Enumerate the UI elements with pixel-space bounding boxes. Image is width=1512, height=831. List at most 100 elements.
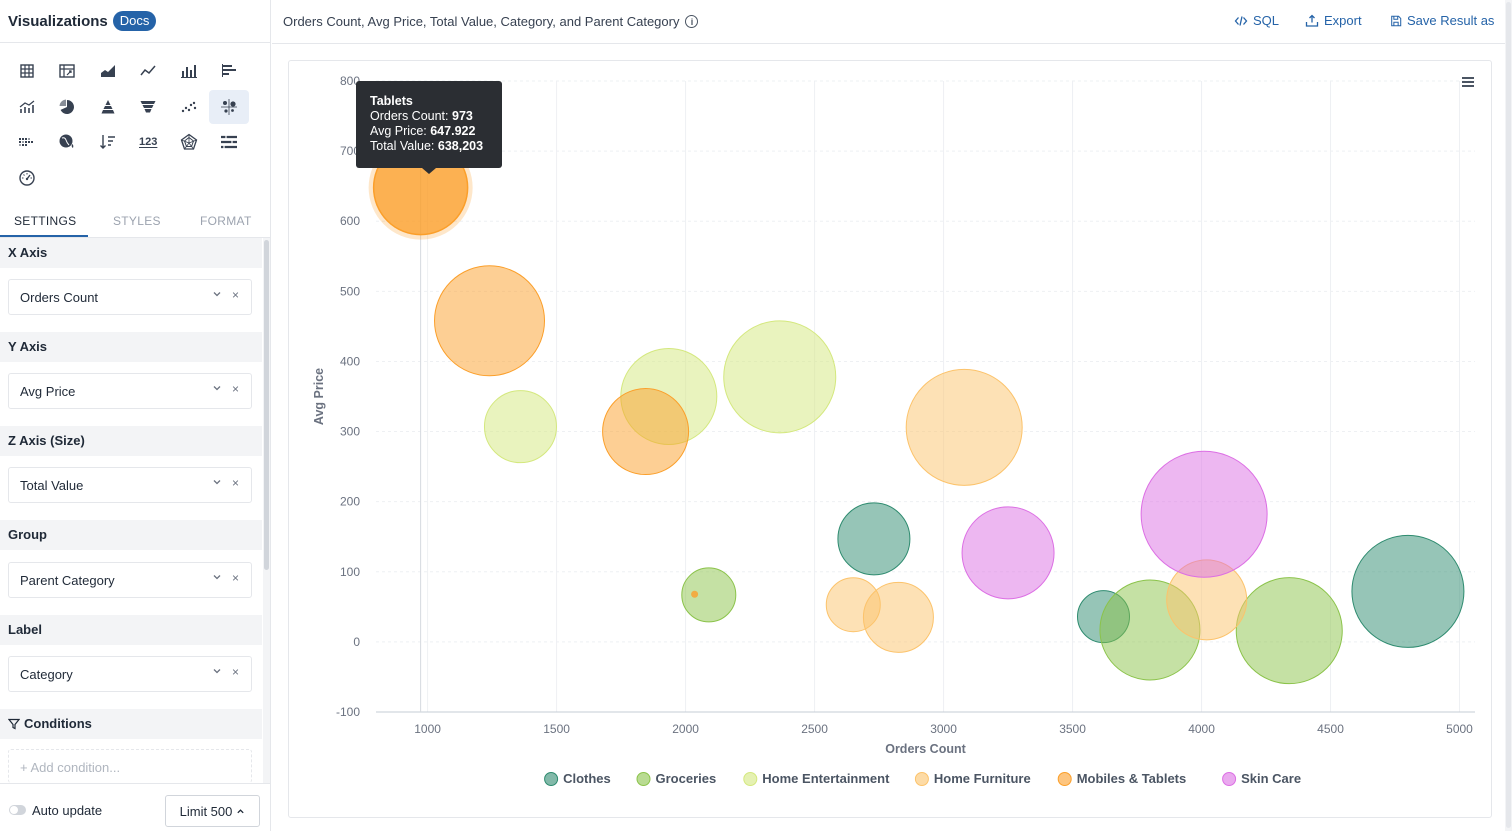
bubble-chart[interactable]: -100 0 100 200 300 400 500 600 700 800 1000 1500 200… (289, 61, 1493, 819)
legend-item[interactable]: Groceries (656, 771, 717, 786)
y-tick-label: 500 (340, 284, 360, 298)
x-tick-label: 2500 (801, 722, 828, 736)
y-axis-select[interactable]: Avg Price × (8, 373, 252, 409)
y-tick-label: 700 (340, 144, 360, 158)
panel-footer: Auto update Limit 500 (0, 783, 270, 831)
chevron-down-icon[interactable] (212, 572, 222, 582)
clear-icon[interactable]: × (232, 288, 240, 302)
docs-link[interactable]: Docs (112, 11, 157, 31)
sql-label: SQL (1253, 13, 1280, 28)
group-select[interactable]: Parent Category × (8, 562, 252, 598)
settings-scrollbar-thumb[interactable] (264, 240, 269, 570)
clear-icon[interactable]: × (232, 476, 240, 490)
x-tick-label: 5000 (1446, 722, 1473, 736)
chevron-down-icon[interactable] (212, 383, 222, 393)
legend-marker[interactable] (743, 772, 758, 786)
bubble-point[interactable] (905, 368, 1023, 486)
tooltip-line: Avg Price: 647.922 (370, 124, 476, 138)
legend-marker[interactable] (1222, 772, 1237, 786)
legend-marker[interactable] (636, 772, 651, 786)
tab-format[interactable]: FORMAT (200, 214, 252, 228)
bubble-chart-icon[interactable] (209, 89, 249, 124)
funnel-chart-icon[interactable] (128, 90, 168, 124)
line-chart-icon[interactable] (128, 54, 168, 88)
y-tick-label: 400 (340, 354, 360, 368)
legend-item[interactable]: Home Furniture (934, 771, 1031, 786)
chevron-down-icon[interactable] (212, 666, 222, 676)
tab-settings[interactable]: SETTINGS (14, 214, 77, 228)
bubble-point[interactable] (483, 390, 557, 464)
active-tab-indicator (0, 235, 88, 237)
sql-button[interactable]: SQL (1234, 13, 1279, 28)
combo-chart-icon[interactable] (7, 90, 47, 124)
z-axis-select[interactable]: Total Value × (8, 467, 252, 503)
map-chart-icon[interactable] (47, 125, 87, 159)
scatter-chart-icon[interactable] (169, 90, 209, 124)
bubble-point[interactable] (862, 581, 934, 653)
legend-item[interactable]: Skin Care (1241, 771, 1301, 786)
page-scrollbar-thumb[interactable] (1506, 2, 1511, 828)
add-condition-label: + Add condition... (20, 760, 121, 775)
legend-marker[interactable] (1057, 772, 1072, 786)
gantt-chart-icon[interactable] (209, 125, 249, 159)
chart-tooltip: Tablets Orders Count: 973 Avg Price: 647… (356, 81, 502, 174)
radar-chart-icon[interactable] (169, 125, 209, 159)
bubble-point[interactable] (681, 567, 737, 623)
bubble-point[interactable] (1140, 450, 1268, 578)
x-axis-section-title: X Axis (0, 238, 262, 268)
bubble-point[interactable] (691, 590, 699, 598)
y-axis-section-title: Y Axis (0, 332, 262, 362)
label-select[interactable]: Category × (8, 656, 252, 692)
visualization-panel: Visualizations Docs 123 SETTINGS STYLES … (0, 0, 271, 831)
sort-chart-icon[interactable] (88, 125, 128, 159)
chevron-down-icon[interactable] (212, 477, 222, 487)
gauge-chart-icon[interactable] (7, 161, 47, 195)
panel-title: Visualizations (8, 12, 108, 30)
bubble-point[interactable] (1235, 577, 1343, 685)
clear-icon[interactable]: × (232, 382, 240, 396)
tooltip-title: Tablets (370, 94, 413, 108)
group-section-title: Group (0, 520, 262, 550)
legend-marker[interactable] (914, 772, 929, 786)
auto-update-toggle[interactable] (9, 805, 26, 815)
bubble-point[interactable] (434, 265, 546, 377)
bubble-point[interactable] (837, 502, 911, 576)
auto-update-label: Auto update (32, 803, 103, 818)
tooltip-line: Total Value: 638,203 (370, 139, 484, 153)
horizontal-bar-chart-icon[interactable] (209, 54, 249, 88)
y-axis-value: Avg Price (20, 384, 76, 399)
area-chart-icon[interactable] (88, 54, 128, 88)
clear-icon[interactable]: × (232, 665, 240, 679)
info-icon[interactable]: i (685, 15, 699, 28)
bar-chart-icon[interactable] (169, 54, 209, 88)
z-axis-value: Total Value (20, 478, 84, 493)
x-axis-value: Orders Count (20, 290, 99, 305)
chevron-down-icon[interactable] (212, 289, 222, 299)
pyramid-chart-icon[interactable] (88, 90, 128, 124)
tab-styles[interactable]: STYLES (113, 214, 161, 228)
chart-menu-icon[interactable] (1462, 77, 1474, 88)
legend-marker[interactable] (544, 772, 559, 786)
y-axis-title: Avg Price (312, 368, 326, 425)
export-button[interactable]: Export (1305, 13, 1362, 28)
z-axis-section-title: Z Axis (Size) (0, 426, 262, 456)
bubble-point[interactable] (961, 506, 1055, 600)
legend-item[interactable]: Mobiles & Tablets (1077, 771, 1187, 786)
bubble-point[interactable] (602, 388, 690, 476)
legend-item[interactable]: Home Entertainment (762, 771, 890, 786)
x-tick-label: 1500 (543, 722, 570, 736)
number-card-icon[interactable]: 123 (128, 125, 168, 159)
pie-chart-icon[interactable] (47, 90, 87, 124)
table-icon[interactable] (7, 54, 47, 88)
add-condition-button[interactable]: + Add condition... (8, 749, 252, 783)
bubble-point[interactable] (1351, 534, 1465, 648)
heatmap-icon[interactable] (7, 125, 47, 159)
code-icon (1234, 15, 1248, 26)
save-result-button[interactable]: Save Result as (1390, 13, 1494, 28)
clear-icon[interactable]: × (232, 571, 240, 585)
pivot-table-icon[interactable] (47, 54, 87, 88)
legend-item[interactable]: Clothes (563, 771, 611, 786)
limit-button[interactable]: Limit 500 (165, 795, 260, 827)
bubble-point[interactable] (723, 320, 837, 434)
x-axis-select[interactable]: Orders Count × (8, 279, 252, 315)
